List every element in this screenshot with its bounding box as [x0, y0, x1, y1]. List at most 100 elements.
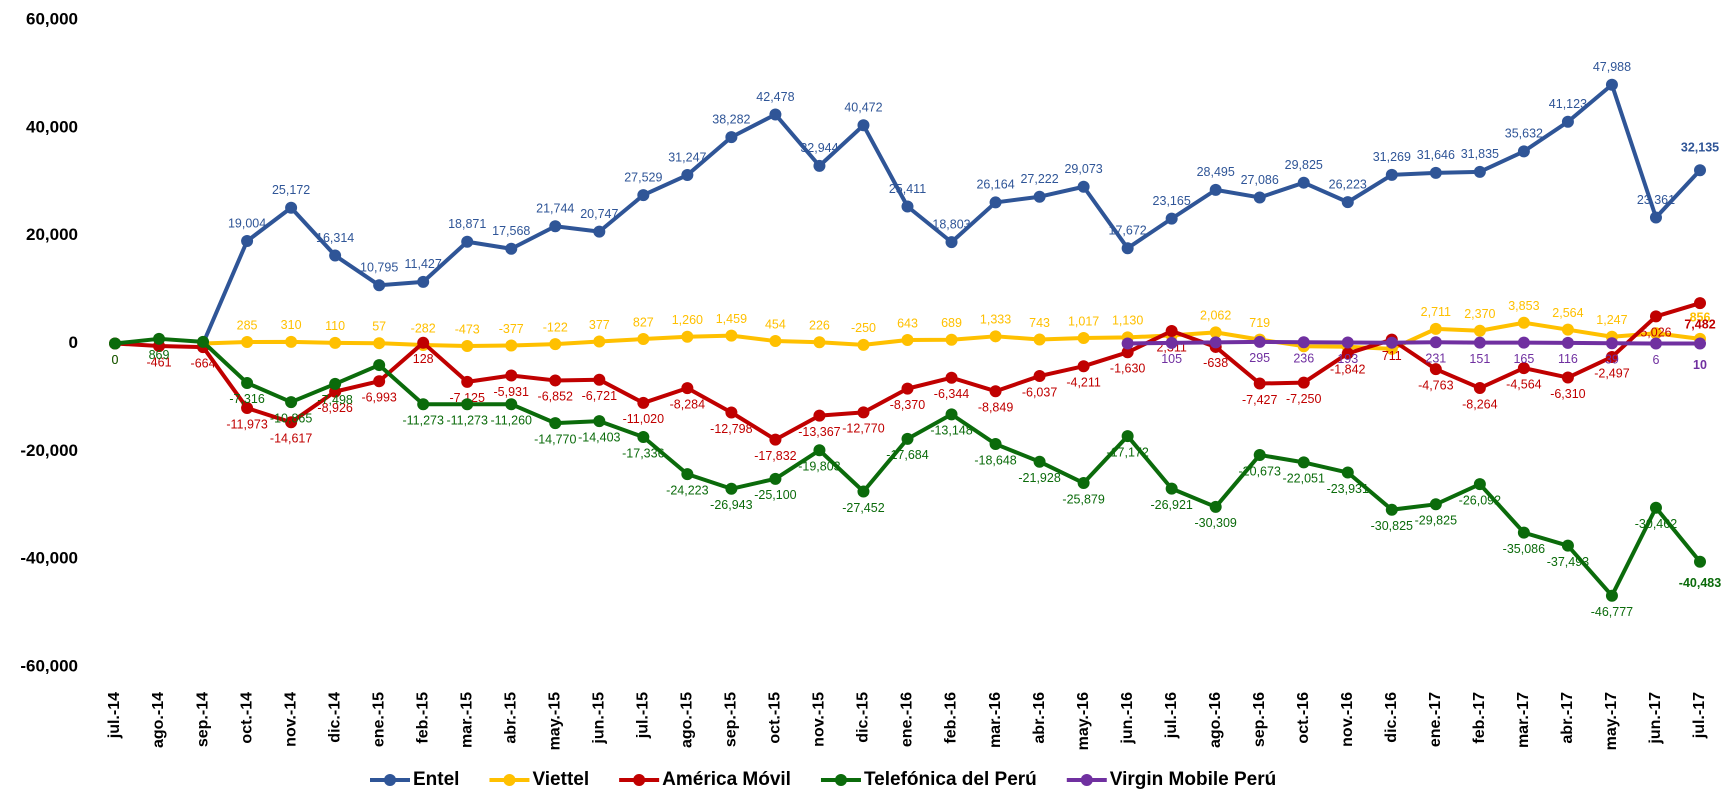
point [1429, 322, 1442, 335]
point [945, 408, 958, 421]
x-tick-label: jul.-14 [106, 692, 123, 739]
x-tick-label: dic.-15 [855, 692, 872, 743]
point [1605, 350, 1618, 363]
data-label: 10,795 [360, 261, 398, 275]
data-label: -17,336 [622, 446, 664, 460]
data-label: -7,125 [449, 391, 484, 405]
point [989, 196, 1002, 209]
x-tick-label: dic.-14 [326, 692, 343, 743]
point [901, 200, 914, 213]
point [1473, 478, 1486, 491]
point [1429, 166, 1442, 179]
data-label: 19,004 [228, 216, 266, 230]
point [329, 249, 342, 262]
data-label: -1,842 [1330, 363, 1365, 377]
point [461, 235, 474, 248]
point [1033, 455, 1046, 468]
data-label: 41,123 [1549, 97, 1587, 111]
data-label: -8,849 [978, 401, 1013, 415]
point [1561, 323, 1574, 336]
point [1341, 196, 1354, 209]
point [857, 485, 870, 498]
data-label: -11,260 [491, 414, 533, 428]
point [505, 339, 518, 352]
point [1429, 498, 1442, 511]
point [373, 375, 386, 388]
point [153, 332, 166, 345]
point [1517, 316, 1530, 329]
point [1253, 377, 1266, 390]
data-label: 0 [112, 353, 119, 367]
x-tick-label: mar.-17 [1515, 692, 1532, 748]
point [329, 336, 342, 349]
point [1209, 500, 1222, 513]
point [1209, 326, 1222, 339]
point [1077, 360, 1090, 373]
x-tick-label: ago.-16 [1207, 692, 1224, 748]
point [1385, 336, 1398, 349]
point [593, 335, 606, 348]
x-tick-label: abr.-15 [502, 692, 519, 744]
point [1517, 145, 1530, 158]
y-tick-label: -60,000 [20, 656, 78, 675]
point [945, 236, 958, 249]
legend-label: Entel [413, 769, 459, 790]
data-label: -18,648 [974, 453, 1016, 467]
legend-label: América Móvil [662, 769, 791, 790]
point [1033, 190, 1046, 203]
point [417, 275, 430, 288]
data-label: 2,564 [1552, 306, 1583, 320]
data-label: 310 [281, 318, 302, 332]
data-label: 1,017 [1068, 314, 1099, 328]
legend-marker [384, 774, 396, 786]
point [1473, 382, 1486, 395]
x-tick-label: jun.-16 [1119, 692, 1136, 745]
data-label: 17,568 [492, 224, 530, 238]
legend-marker [633, 774, 646, 786]
data-label: 105 [1161, 352, 1182, 366]
data-label: -7,498 [317, 393, 352, 407]
data-label: 1,459 [716, 312, 747, 326]
x-tick-label: jul.-15 [635, 692, 652, 739]
data-label: -27,452 [842, 501, 884, 515]
data-label: 29,825 [1285, 158, 1323, 172]
data-label: 10 [1693, 358, 1707, 372]
x-tick-label: dic.-16 [1383, 692, 1400, 743]
data-label: 6 [1652, 353, 1659, 367]
point [1209, 183, 1222, 196]
data-label: 236 [1293, 352, 1314, 366]
data-label: 116 [1558, 352, 1578, 366]
point [373, 279, 386, 292]
data-label: -13,367 [798, 425, 840, 439]
point [1341, 466, 1354, 479]
point [1429, 363, 1442, 376]
data-label: 32,944 [800, 141, 838, 155]
data-label: -14,403 [578, 430, 620, 444]
point [1561, 539, 1574, 552]
data-label: 25,172 [272, 183, 310, 197]
data-label: 226 [809, 319, 830, 333]
data-label: -2,497 [1594, 366, 1629, 380]
point [1121, 337, 1134, 350]
point [417, 336, 430, 349]
data-label: 27,086 [1241, 173, 1279, 187]
point [637, 430, 650, 443]
x-tick-label: jul.-16 [1163, 692, 1180, 739]
data-label: -377 [499, 322, 524, 336]
point [1297, 336, 1310, 349]
data-label: -30,825 [1371, 519, 1413, 533]
data-label: 5,026 [1640, 326, 1671, 340]
point [1385, 168, 1398, 181]
x-tick-label: jun.-17 [1647, 692, 1664, 745]
point [725, 329, 738, 342]
point [1297, 376, 1310, 389]
data-label: 856 [1690, 310, 1711, 324]
data-label: -461 [147, 355, 172, 369]
x-tick-label: oct.-16 [1295, 692, 1312, 744]
point [1694, 555, 1706, 568]
data-label: 17,672 [1109, 224, 1147, 238]
point [769, 108, 782, 121]
data-label: 42,478 [756, 90, 794, 104]
data-label: 1,130 [1112, 314, 1143, 328]
point [1077, 180, 1090, 193]
